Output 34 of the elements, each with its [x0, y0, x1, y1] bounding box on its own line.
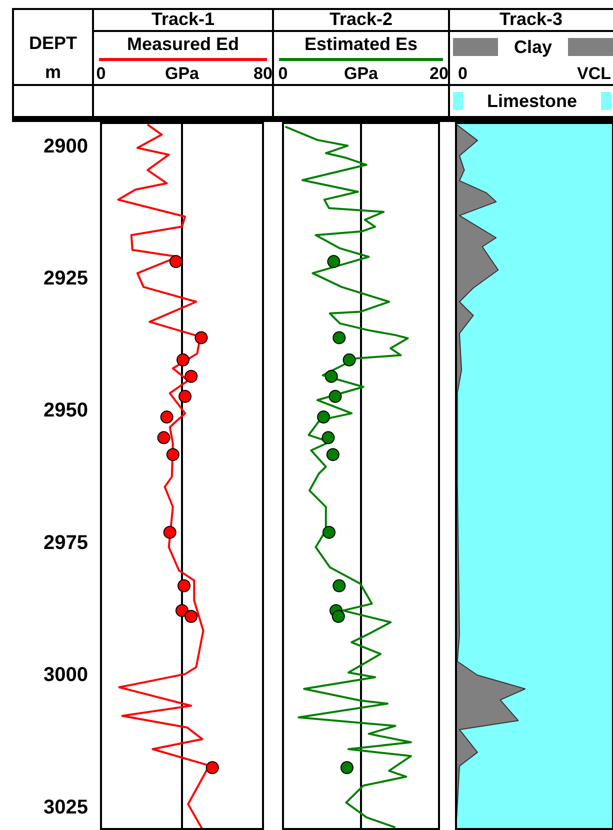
point — [332, 579, 346, 592]
point — [327, 255, 340, 268]
x-axis-title: GPa — [164, 64, 200, 84]
point — [322, 431, 335, 444]
chart-title: Track-3 — [498, 9, 564, 30]
point — [324, 370, 338, 383]
x-axis-title: VCL — [577, 64, 611, 84]
y-tick-label: 2925 — [44, 268, 88, 290]
y-tick-label: 2950 — [44, 400, 88, 422]
y-axis-title: DEPT — [28, 33, 78, 54]
x-tick-label: 80 — [254, 64, 272, 84]
y-tick-label: 2975 — [44, 532, 88, 554]
chart-title: Track-1 — [150, 9, 216, 30]
y-tick-label: 3025 — [44, 796, 88, 818]
y-tick-label: 2900 — [44, 135, 88, 158]
y-tick-label: 3000 — [44, 664, 88, 686]
x-axis-title: GPa — [344, 64, 379, 84]
text: Estimated Es — [303, 34, 419, 55]
chart-title: Track-2 — [328, 9, 394, 30]
legend-label: Limestone — [486, 90, 578, 112]
point — [328, 390, 342, 403]
point — [326, 448, 340, 462]
point — [332, 610, 345, 623]
text: Measured Ed — [126, 34, 240, 55]
legend-label: Clay — [514, 36, 552, 58]
x-tick-label: 0 — [96, 64, 106, 84]
point — [322, 526, 336, 539]
x-tick-label: 20 — [430, 64, 448, 84]
point — [340, 761, 354, 774]
text: m — [44, 62, 62, 83]
point — [332, 331, 346, 344]
point — [317, 410, 330, 424]
point — [342, 353, 356, 366]
x-tick-label: 0 — [278, 64, 288, 84]
